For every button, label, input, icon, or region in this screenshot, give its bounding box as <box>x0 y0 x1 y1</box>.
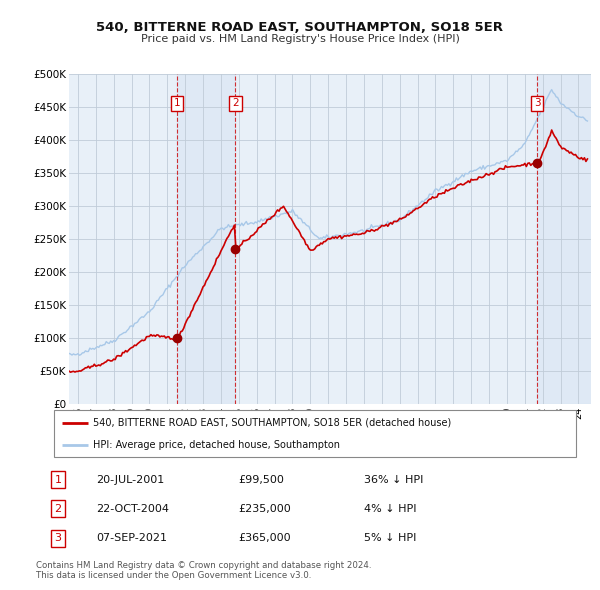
Text: Price paid vs. HM Land Registry's House Price Index (HPI): Price paid vs. HM Land Registry's House … <box>140 34 460 44</box>
Text: This data is licensed under the Open Government Licence v3.0.: This data is licensed under the Open Gov… <box>36 571 311 580</box>
Text: 3: 3 <box>533 99 541 109</box>
Text: 1: 1 <box>174 99 181 109</box>
Text: 540, BITTERNE ROAD EAST, SOUTHAMPTON, SO18 5ER (detached house): 540, BITTERNE ROAD EAST, SOUTHAMPTON, SO… <box>93 418 451 428</box>
Text: HPI: Average price, detached house, Southampton: HPI: Average price, detached house, Sout… <box>93 441 340 450</box>
Bar <box>177 74 235 404</box>
Text: 20-JUL-2001: 20-JUL-2001 <box>96 474 164 484</box>
Text: 2: 2 <box>54 504 61 514</box>
Text: £235,000: £235,000 <box>238 504 291 514</box>
Text: 1: 1 <box>55 474 61 484</box>
Text: 540, BITTERNE ROAD EAST, SOUTHAMPTON, SO18 5ER: 540, BITTERNE ROAD EAST, SOUTHAMPTON, SO… <box>97 21 503 34</box>
Text: £99,500: £99,500 <box>238 474 284 484</box>
Text: 3: 3 <box>55 533 61 543</box>
FancyBboxPatch shape <box>54 410 576 457</box>
Text: 36% ↓ HPI: 36% ↓ HPI <box>364 474 423 484</box>
Text: Contains HM Land Registry data © Crown copyright and database right 2024.: Contains HM Land Registry data © Crown c… <box>36 560 371 569</box>
Text: £365,000: £365,000 <box>238 533 290 543</box>
Text: 22-OCT-2004: 22-OCT-2004 <box>96 504 169 514</box>
Text: 2: 2 <box>232 99 239 109</box>
Text: 5% ↓ HPI: 5% ↓ HPI <box>364 533 416 543</box>
Text: 07-SEP-2021: 07-SEP-2021 <box>96 533 167 543</box>
Bar <box>537 74 596 404</box>
Text: 4% ↓ HPI: 4% ↓ HPI <box>364 504 416 514</box>
